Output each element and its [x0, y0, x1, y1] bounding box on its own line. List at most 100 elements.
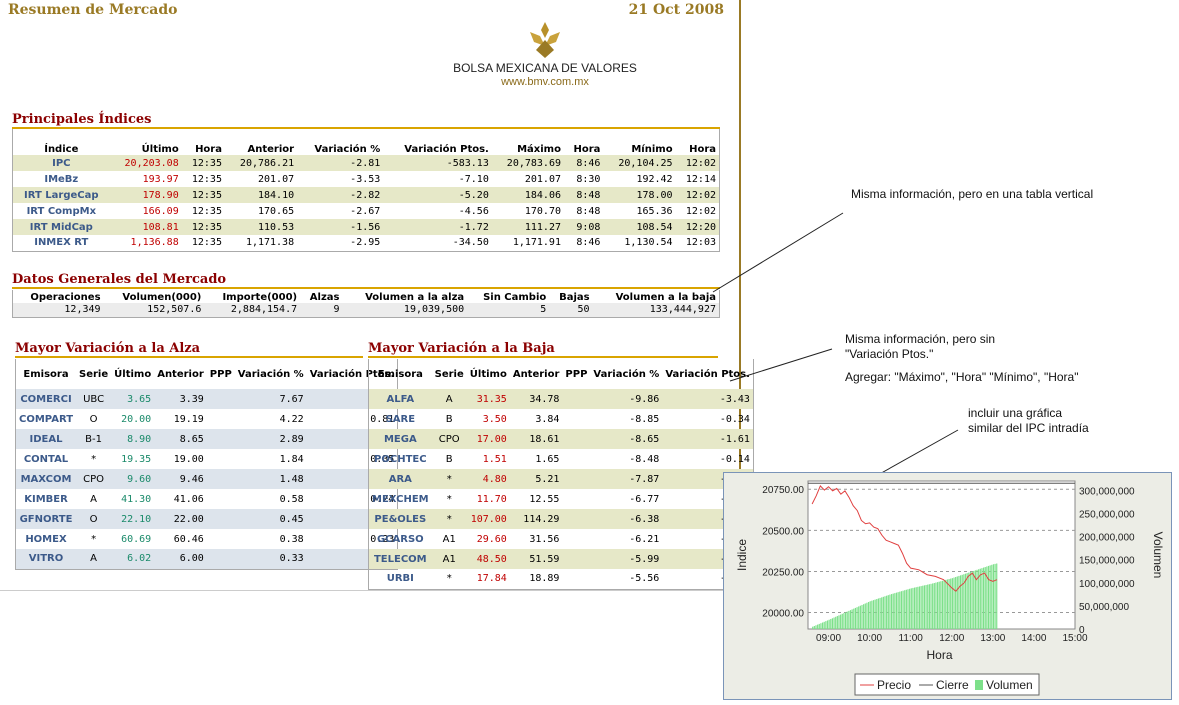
column-header: Máximo [517, 144, 561, 155]
table-cell: 12:35 [191, 173, 222, 185]
column-header: Índice [44, 144, 79, 155]
table-cell: 192.42 [636, 173, 673, 185]
volume-bar [959, 575, 962, 629]
column-header: Emisora [23, 368, 69, 380]
table-cell: 1.84 [279, 453, 304, 465]
table-cell: -3.53 [350, 173, 381, 185]
emisora-link[interactable]: URBI [386, 573, 414, 585]
callout-line [875, 429, 959, 477]
y2-tick-label: 200,000,000 [1079, 533, 1135, 544]
emisora-link[interactable]: COMERCI [15, 389, 77, 409]
volume-bar [961, 574, 963, 629]
y2-tick-label: 50,000,000 [1079, 602, 1129, 613]
volume-bar [996, 563, 998, 629]
column-header: Serie [434, 368, 464, 380]
table-cell: -1.72 [383, 219, 492, 235]
volume-bar [930, 583, 932, 629]
x-tick-label: 14:00 [1021, 633, 1046, 644]
volume-bar [812, 626, 814, 629]
column-header: Mínimo [631, 144, 673, 155]
table-cell: A [76, 549, 112, 569]
table-cell: 0.58 [279, 493, 304, 505]
table-row: IRT MidCap 108.81 12:35 110.53 -1.56 -1.72 111… [12, 219, 720, 235]
volume-bar [940, 581, 942, 629]
emisora-link[interactable]: POCHTEC [374, 453, 427, 465]
table-cell: 8:46 [563, 155, 604, 171]
volume-bar [826, 620, 829, 629]
volume-bar [815, 625, 817, 629]
volume-bar [854, 607, 857, 629]
column-header: PPP [209, 368, 232, 380]
y2-tick-label: 300,000,000 [1079, 486, 1135, 497]
table-row: IMeBz 193.97 12:35 201.07 -3.53 -7.10 201.07 8:… [13, 171, 720, 187]
general-table: Operaciones Volumen(000) Importe(000) Alzas… [12, 290, 720, 318]
volume-bar [953, 577, 955, 629]
column-header: Variación % [314, 144, 381, 155]
header-row: Operaciones Volumen(000) Importe(000) Alzas… [13, 290, 720, 303]
table-cell [562, 489, 590, 509]
volume-bar [861, 604, 863, 629]
report-date: 21 Oct 2008 [628, 2, 724, 18]
table-cell: A1 [442, 533, 456, 545]
emisora-link[interactable]: VITRO [15, 549, 77, 569]
column-header: Importe(000) [222, 292, 298, 303]
volume-bar [821, 622, 824, 629]
table-cell: 1.48 [234, 469, 307, 489]
volume-bar [910, 588, 912, 629]
volume-bar [966, 573, 968, 629]
emisora-link[interactable]: PE&OLES [368, 509, 432, 529]
table-cell: 31.35 [466, 389, 510, 409]
emisora-link[interactable]: TELECOM [368, 549, 432, 569]
volume-bar [835, 616, 837, 629]
emisora-link[interactable]: ALFA [368, 389, 432, 409]
alza-title: Mayor Variación a la Alza [15, 341, 201, 356]
volume-bar [817, 624, 819, 629]
column-header: Serie [79, 368, 109, 380]
table-cell: 8:30 [576, 173, 601, 185]
x-tick-label: 13:00 [980, 633, 1005, 644]
table-row: 12,349 152,507.6 2,884,154.7 9 19,039,500 5 50… [12, 303, 720, 317]
emisora-link[interactable]: CONTAL [23, 453, 69, 465]
table-cell: 19.35 [121, 453, 152, 465]
callout-line [712, 212, 844, 293]
table-cell: 18.61 [509, 429, 563, 449]
emisora-link[interactable]: ARA [368, 469, 432, 489]
y-tick-label: 20000.00 [762, 609, 804, 620]
volume-bar [992, 564, 995, 629]
volume-bar [917, 586, 919, 629]
emisora-link[interactable]: SARE [385, 413, 416, 425]
emisora-link[interactable]: GCARSO [376, 533, 424, 545]
precio-line [811, 485, 998, 592]
table-cell: 9.46 [154, 469, 207, 489]
emisora-link[interactable]: GFNORTE [15, 509, 77, 529]
emisora-link[interactable]: MEGA [368, 429, 432, 449]
emisora-link[interactable]: MEXCHEM [372, 493, 429, 505]
emisora-link[interactable]: HOMEX [25, 533, 67, 545]
volume-bar [979, 568, 981, 629]
table-row: IRT CompMx 166.09 12:35 170.65 -2.67 -4.56 170… [13, 203, 720, 219]
table-cell: -6.77 [629, 493, 660, 505]
volume-bar [872, 600, 875, 629]
emisora-link[interactable]: MAXCOM [15, 469, 77, 489]
column-header: Volumen a la baja [615, 292, 716, 303]
table-cell: 5.21 [509, 469, 563, 489]
volume-bar [900, 591, 903, 629]
table-row: ARA*4.805.21-7.87-0.41 [368, 469, 754, 489]
volume-bar [886, 595, 888, 629]
chart-svg: 20000.00 20250.00 20500.00 20750.00 0 50,000,… [735, 480, 1165, 696]
emisora-link[interactable]: KIMBER [24, 493, 68, 505]
volume-bar [884, 596, 886, 629]
volume-bar [849, 610, 852, 629]
table-cell: 4.80 [466, 469, 510, 489]
volume-bar [874, 599, 876, 629]
emisora-link[interactable]: IDEAL [15, 429, 77, 449]
bmv-url-link[interactable]: www.bmv.com.mx [501, 76, 589, 88]
emisora-link[interactable]: COMPART [19, 413, 74, 425]
volume-bar [867, 601, 870, 629]
volume-bar [941, 580, 944, 629]
volume-bar [913, 587, 916, 629]
column-header: Volumen a la alza [365, 292, 465, 303]
legend-cierre-label: Cierre [936, 678, 969, 692]
